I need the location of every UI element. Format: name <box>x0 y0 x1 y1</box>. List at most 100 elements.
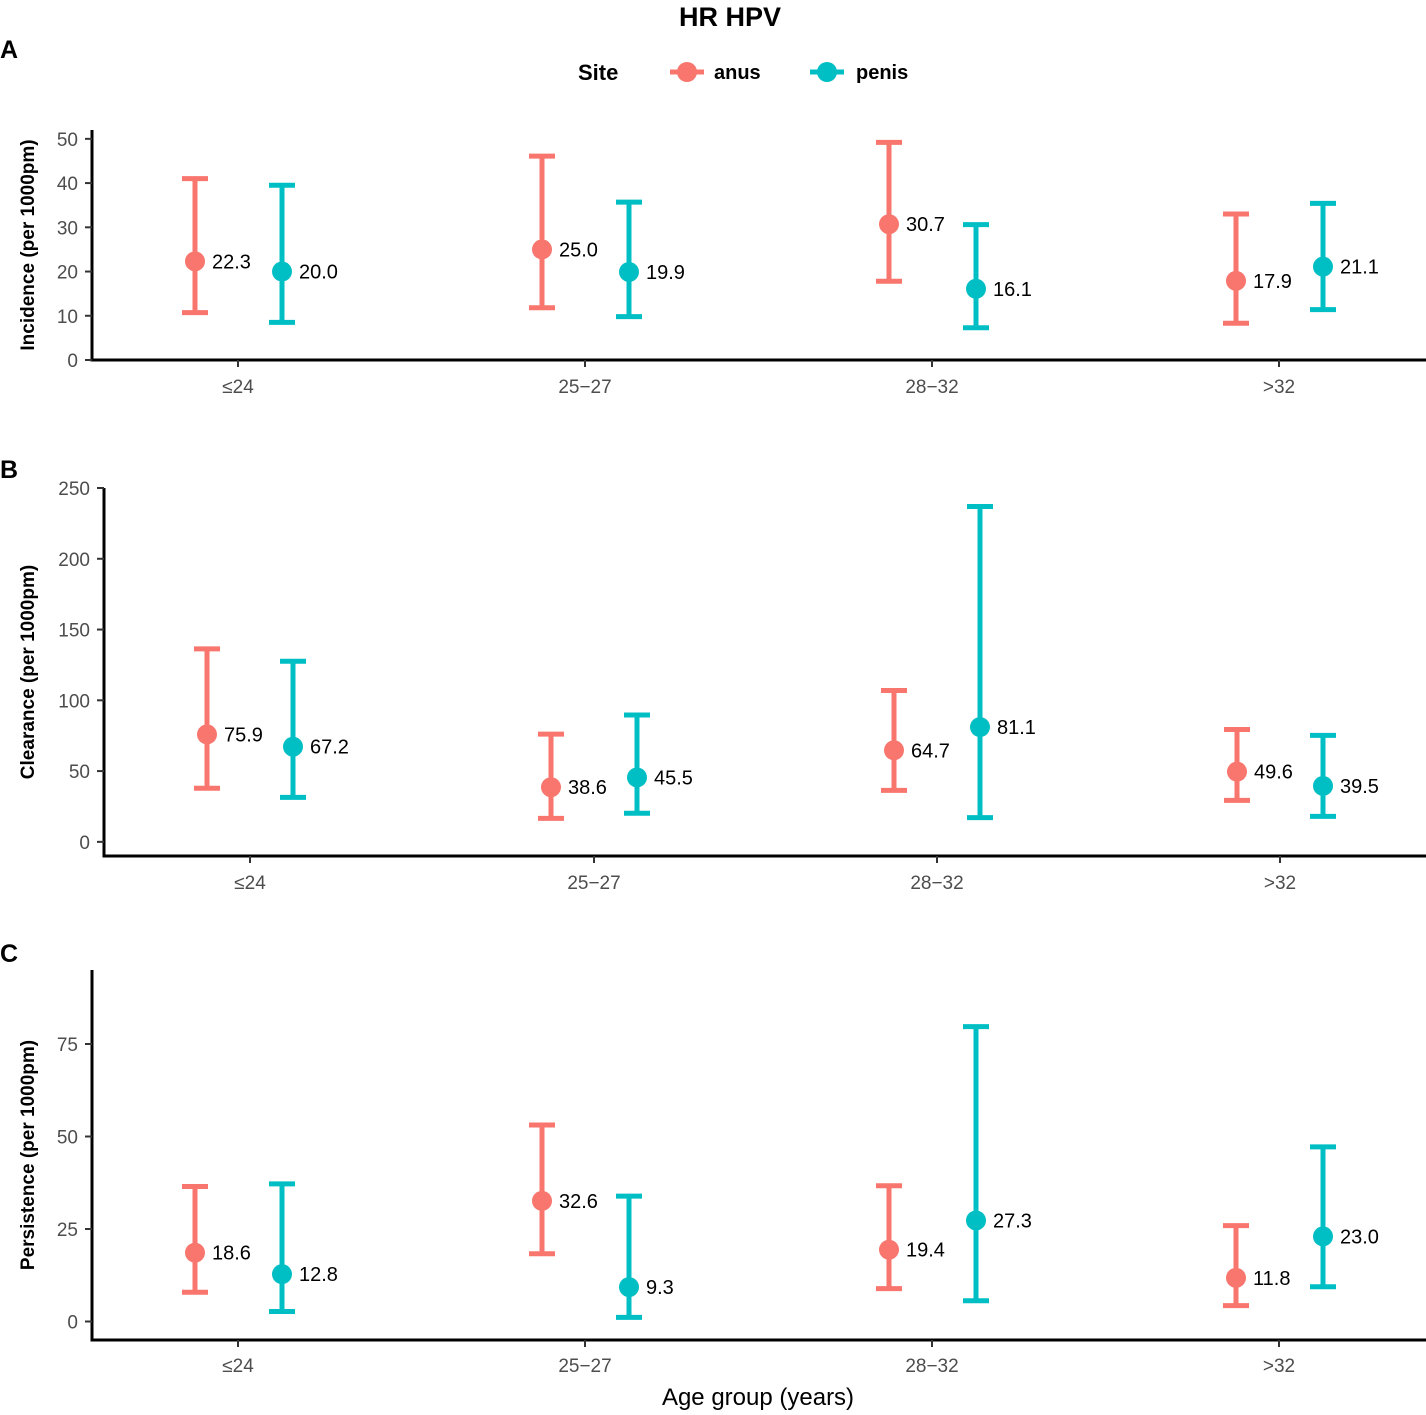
data-point <box>1226 270 1246 291</box>
y-tick-label: 50 <box>57 1128 78 1149</box>
data-point <box>619 1277 639 1298</box>
legend-item-penis: penis <box>810 62 908 84</box>
data-label: 19.9 <box>646 262 685 284</box>
data-point <box>619 261 639 282</box>
y-tick-label: 75 <box>57 1035 78 1056</box>
data-point <box>272 1264 292 1285</box>
panel-a: A Incidence (per 1000pm) 0 10 20 30 40 50 ≤24 25−… <box>0 36 1426 398</box>
data-point <box>1227 761 1247 782</box>
data-label: 16.1 <box>993 279 1032 301</box>
data-label: 19.4 <box>906 1240 945 1262</box>
data-label: 23.0 <box>1340 1226 1379 1248</box>
data-point <box>541 777 561 798</box>
data-label: 49.6 <box>1254 762 1293 784</box>
y-tick-label: 50 <box>57 130 78 151</box>
data-point <box>185 251 205 272</box>
data-point <box>272 261 292 282</box>
x-axis-title: Age group (years) <box>662 1384 854 1411</box>
x-tick-label: ≤24 <box>222 377 254 398</box>
legend-item-anus: anus <box>670 62 761 84</box>
data-label: 25.0 <box>559 239 598 261</box>
x-tick-label: >32 <box>1263 377 1295 398</box>
data-point <box>1313 1226 1333 1247</box>
data-label: 18.6 <box>212 1243 251 1265</box>
data-point <box>532 239 552 260</box>
y-tick-label: 20 <box>57 263 78 284</box>
x-tick-label: 25−27 <box>558 377 611 398</box>
y-tick-label: 25 <box>57 1220 78 1241</box>
data-point <box>1226 1267 1246 1288</box>
data-label: 38.6 <box>568 777 607 799</box>
data-point <box>283 736 303 757</box>
legend-penis-point-key <box>817 62 837 82</box>
y-axis-title: Persistence (per 1000pm) <box>18 1040 39 1270</box>
data-label: 27.3 <box>993 1210 1032 1232</box>
legend: Site anus penis <box>578 60 908 85</box>
y-axis-title: Clearance (per 1000pm) <box>18 565 39 779</box>
panel-letter-b: B <box>0 456 18 484</box>
data-label: 81.1 <box>997 717 1036 739</box>
y-tick-label: 0 <box>79 833 90 854</box>
data-point <box>966 1210 986 1231</box>
y-tick-label: 40 <box>57 174 78 195</box>
series-penis: 20.0 19.9 16.1 21.1 <box>269 182 1379 331</box>
x-tick-label: ≤24 <box>222 1356 254 1377</box>
data-label: 67.2 <box>310 737 349 759</box>
y-tick-label: 30 <box>57 218 78 239</box>
data-label: 32.6 <box>559 1191 598 1213</box>
legend-anus-point-key <box>677 62 697 82</box>
legend-title: Site <box>578 60 618 85</box>
series-penis: 12.8 9.3 27.3 23.0 <box>269 1024 1379 1320</box>
y-tick-label: 10 <box>57 307 78 328</box>
data-label: 39.5 <box>1340 776 1379 798</box>
data-label: 9.3 <box>646 1277 674 1299</box>
data-point <box>884 740 904 761</box>
data-point <box>879 1239 899 1260</box>
data-point <box>970 717 990 738</box>
data-point <box>532 1190 552 1211</box>
series-anus: 75.9 38.6 64.7 49.6 <box>194 646 1293 821</box>
data-label: 11.8 <box>1253 1268 1290 1290</box>
x-tick-label: ≤24 <box>234 873 266 894</box>
x-tick-label: >32 <box>1263 1356 1295 1377</box>
y-tick-label: 150 <box>58 621 90 642</box>
data-label: 75.9 <box>224 724 263 746</box>
data-point <box>966 278 986 299</box>
panels: A Incidence (per 1000pm) 0 10 20 30 40 50 ≤24 25−… <box>0 36 1426 1377</box>
data-label: 12.8 <box>299 1264 338 1286</box>
chart-title: HR HPV <box>679 2 781 32</box>
series-anus: 18.6 32.6 19.4 11.8 <box>182 1122 1290 1309</box>
data-point <box>197 724 217 745</box>
x-tick-label: 25−27 <box>558 1356 611 1377</box>
x-tick-label: 28−32 <box>905 1356 958 1377</box>
x-tick-label: 28−32 <box>910 873 963 894</box>
panel-letter-a: A <box>0 36 18 64</box>
series-penis: 67.2 45.5 81.1 39.5 <box>280 504 1379 821</box>
data-label: 22.3 <box>212 251 251 273</box>
x-tick-label: 28−32 <box>905 377 958 398</box>
x-tick-label: 25−27 <box>567 873 620 894</box>
data-label: 45.5 <box>654 767 693 789</box>
series-anus: 22.3 25.0 30.7 17.9 <box>182 139 1292 326</box>
panel-letter-c: C <box>0 940 18 968</box>
data-point <box>879 214 899 235</box>
x-tick-label: >32 <box>1264 873 1296 894</box>
legend-penis-label: penis <box>856 62 908 84</box>
panel-b: B Clearance (per 1000pm) 0 50 100 150 200 250 ≤2… <box>0 456 1426 894</box>
y-tick-label: 200 <box>58 550 90 571</box>
y-tick-label: 100 <box>58 691 90 712</box>
data-label: 20.0 <box>299 262 338 284</box>
data-label: 64.7 <box>911 740 950 762</box>
data-point <box>1313 256 1333 277</box>
data-label: 17.9 <box>1253 271 1292 293</box>
y-tick-label: 50 <box>69 762 90 783</box>
y-tick-label: 250 <box>58 479 90 500</box>
data-point <box>185 1242 205 1263</box>
y-axis-title: Incidence (per 1000pm) <box>18 139 39 350</box>
data-point <box>1313 775 1333 796</box>
y-tick-label: 0 <box>67 1313 78 1334</box>
data-label: 30.7 <box>906 214 945 236</box>
y-tick-label: 0 <box>67 351 78 372</box>
panel-c: C Persistence (per 1000pm) 0 25 50 75 ≤24 25−27… <box>0 940 1426 1377</box>
